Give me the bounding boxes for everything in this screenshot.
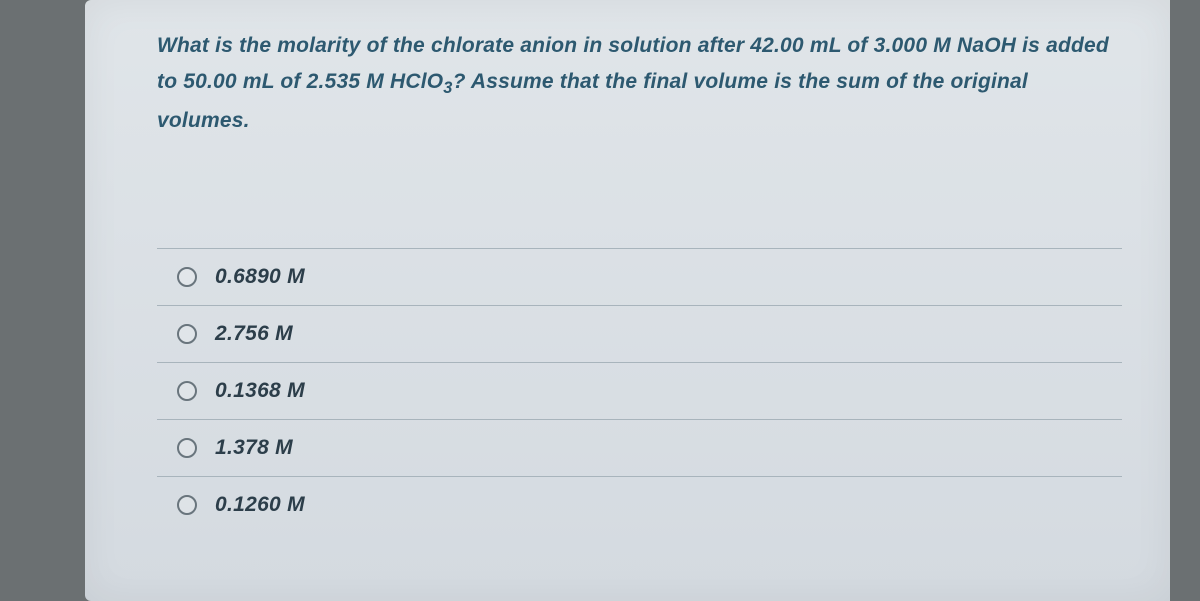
- quiz-panel: What is the molarity of the chlorate ani…: [85, 0, 1170, 601]
- option-row-3[interactable]: 0.1368 M: [157, 362, 1122, 419]
- option-label-2: 2.756 M: [215, 322, 293, 346]
- question-subscript: 3: [443, 79, 452, 97]
- radio-icon: [177, 495, 197, 515]
- option-row-5[interactable]: 0.1260 M: [157, 476, 1122, 533]
- option-label-4: 1.378 M: [215, 436, 293, 460]
- option-label-5: 0.1260 M: [215, 493, 305, 517]
- radio-icon: [177, 438, 197, 458]
- options-list: 0.6890 M 2.756 M 0.1368 M 1.378 M 0.1260…: [157, 248, 1122, 533]
- option-label-3: 0.1368 M: [215, 379, 305, 403]
- radio-icon: [177, 381, 197, 401]
- option-row-2[interactable]: 2.756 M: [157, 305, 1122, 362]
- question-text: What is the molarity of the chlorate ani…: [157, 28, 1122, 138]
- option-row-1[interactable]: 0.6890 M: [157, 248, 1122, 305]
- option-row-4[interactable]: 1.378 M: [157, 419, 1122, 476]
- radio-icon: [177, 267, 197, 287]
- option-label-1: 0.6890 M: [215, 265, 305, 289]
- radio-icon: [177, 324, 197, 344]
